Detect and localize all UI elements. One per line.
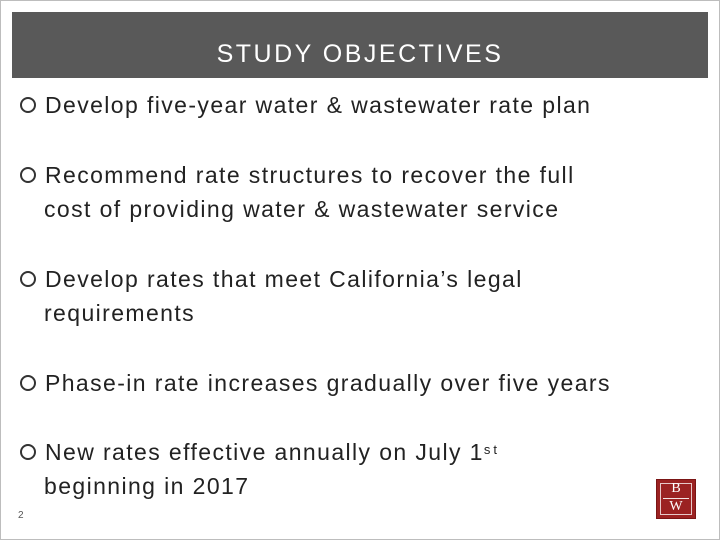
bullet-line: Recommend rate structures to recover the… <box>45 162 575 188</box>
bullet-line-continued: beginning in 2017 <box>44 473 250 499</box>
slide-title: STUDY OBJECTIVES <box>216 40 504 68</box>
hollow-circle-icon <box>20 97 36 113</box>
title-bar: STUDY OBJECTIVES <box>12 12 708 78</box>
bullet-text: New rates effective annually on July 1st… <box>20 435 710 503</box>
bullet-text: Recommend rate structures to recover the… <box>20 158 710 226</box>
bullet-line: Develop rates that meet California’s leg… <box>45 266 523 292</box>
hollow-circle-icon <box>20 271 36 287</box>
bw-logo: B W <box>656 479 696 519</box>
logo-border <box>660 483 692 515</box>
bullet-text: Phase-in rate increases gradually over f… <box>20 366 710 400</box>
bullet-line: Develop five-year water & wastewater rat… <box>45 92 592 118</box>
bullet-text: Develop five-year water & wastewater rat… <box>20 88 710 122</box>
bullet-text: Develop rates that meet California’s leg… <box>20 262 710 330</box>
bullet-item: New rates effective annually on July 1st… <box>20 435 710 503</box>
hollow-circle-icon <box>20 444 36 460</box>
logo-letter-top: B <box>671 481 681 496</box>
logo-divider <box>663 498 689 499</box>
ordinal-superscript: st <box>483 442 501 457</box>
hollow-circle-icon <box>20 375 36 391</box>
bullet-line: Phase-in rate increases gradually over f… <box>45 370 611 396</box>
bullet-line: New rates effective annually on July 1 <box>45 439 484 465</box>
bullet-line-continued: cost of providing water & wastewater ser… <box>44 196 560 222</box>
hollow-circle-icon <box>20 167 36 183</box>
bullet-line-continued: requirements <box>44 300 196 326</box>
bullet-item: Recommend rate structures to recover the… <box>20 158 710 226</box>
logo-letter-bottom: W <box>669 499 683 514</box>
bullet-item: Develop rates that meet California’s leg… <box>20 262 710 330</box>
bullet-item: Phase-in rate increases gradually over f… <box>20 366 710 400</box>
page-number: 2 <box>18 510 24 521</box>
bullet-item: Develop five-year water & wastewater rat… <box>20 88 710 122</box>
